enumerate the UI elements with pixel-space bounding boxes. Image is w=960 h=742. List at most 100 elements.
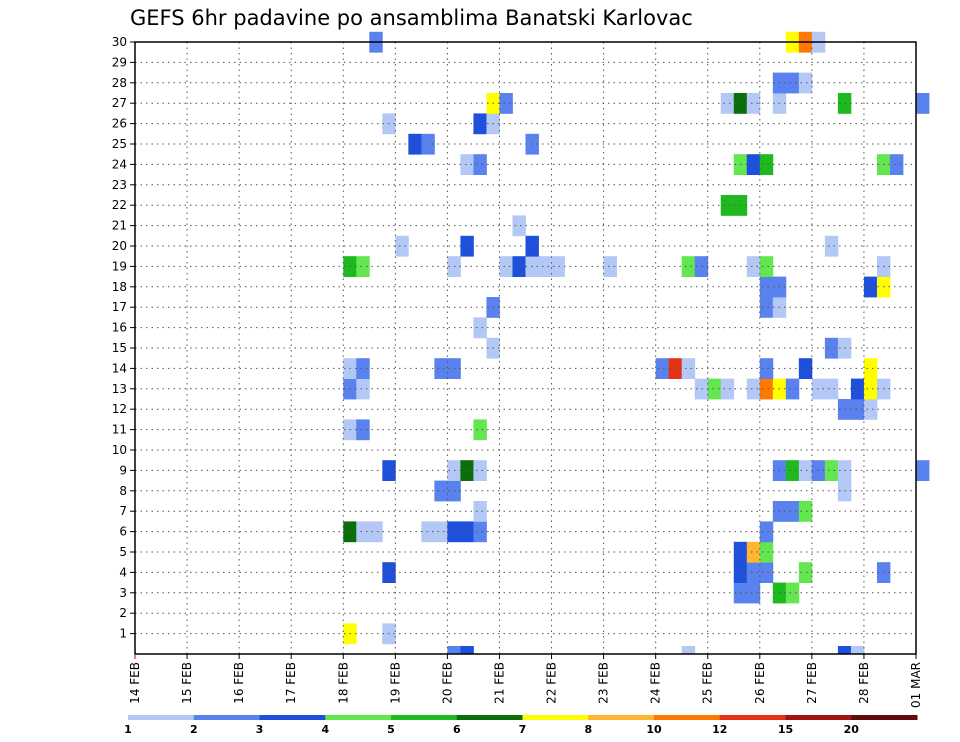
heatmap-cell xyxy=(694,256,709,277)
heatmap-cell xyxy=(916,460,930,481)
legend-swatch xyxy=(588,715,655,720)
y-tick-label: 28 xyxy=(112,76,127,90)
y-tick-label: 20 xyxy=(112,239,127,253)
heatmap-cell xyxy=(421,133,435,155)
heatmap-cell xyxy=(798,72,813,94)
heatmap-cell xyxy=(460,460,474,481)
y-tick-label: 10 xyxy=(112,443,127,457)
heatmap-cell xyxy=(473,460,487,481)
heatmap-cell xyxy=(512,215,526,237)
x-tick-label: 20 FEB xyxy=(440,662,454,704)
legend-swatch xyxy=(851,715,918,720)
legend-swatch xyxy=(193,715,260,720)
x-tick-label: 22 FEB xyxy=(545,662,559,704)
heatmap-cell xyxy=(499,93,513,114)
x-axis: 14 FEB 15 FEB 16 FEB 17 FEB 18 FEB 19 FEB 20 F… xyxy=(128,654,923,708)
legend-swatch xyxy=(325,715,392,720)
heatmap-cell xyxy=(889,154,904,175)
heatmap-cell xyxy=(746,541,761,563)
heatmap-cell xyxy=(460,235,474,257)
heatmap-cell xyxy=(759,276,774,298)
y-tick-label: 2 xyxy=(119,606,127,620)
heatmap-cell xyxy=(681,646,696,655)
x-tick-label: 14 FEB xyxy=(128,662,142,704)
x-tick-label: 23 FEB xyxy=(597,662,611,704)
x-tick-label: 28 FEB xyxy=(857,662,871,704)
heatmap-cell xyxy=(473,113,487,135)
y-tick-label: 19 xyxy=(112,259,127,273)
heatmap-cell xyxy=(421,521,435,543)
heatmap-cell xyxy=(499,256,513,277)
heatmap-cell xyxy=(746,562,761,583)
heatmap-cell xyxy=(473,317,487,339)
heatmap-cell xyxy=(746,378,761,400)
legend-label: 15 xyxy=(778,723,793,736)
heatmap-cells xyxy=(343,31,930,655)
heatmap-cell xyxy=(356,419,370,441)
heatmap-cell xyxy=(746,256,761,277)
heatmap-cell xyxy=(824,460,839,481)
legend-swatch xyxy=(785,715,852,720)
x-tick-label: 24 FEB xyxy=(649,662,663,704)
heatmap-cell xyxy=(798,562,813,583)
y-tick-label: 12 xyxy=(112,402,127,416)
legend-label: 1 xyxy=(124,723,132,736)
heatmap-cell xyxy=(434,358,448,379)
heatmap-cell xyxy=(850,378,865,400)
heatmap-cell xyxy=(798,501,813,522)
y-tick-label: 13 xyxy=(112,382,127,396)
y-tick-label: 24 xyxy=(112,157,127,171)
legend-label: 5 xyxy=(387,723,395,736)
y-tick-label: 18 xyxy=(112,280,127,294)
heatmap-cell xyxy=(447,646,461,655)
y-tick-label: 4 xyxy=(119,565,127,579)
heatmap-cell xyxy=(538,256,552,277)
y-tick-label: 21 xyxy=(112,219,127,233)
heatmap-cell xyxy=(824,235,839,257)
heatmap-cell xyxy=(850,646,865,655)
heatmap-cell xyxy=(473,501,487,522)
y-tick-label: 17 xyxy=(112,300,127,314)
heatmap-cell xyxy=(408,133,422,155)
heatmap-cell xyxy=(369,521,383,543)
y-tick-label: 7 xyxy=(119,504,127,518)
heatmap-cell xyxy=(681,256,696,277)
heatmap-cell xyxy=(512,256,526,277)
heatmap-cell xyxy=(473,521,487,543)
y-tick-label: 6 xyxy=(119,525,127,539)
heatmap-cell xyxy=(434,521,448,543)
color-legend: 1 2 3 4 5 6 7 8 10 12 15 20 xyxy=(124,715,918,736)
y-tick-label: 26 xyxy=(112,117,127,131)
y-tick-label: 1 xyxy=(119,627,127,641)
heatmap-cell xyxy=(759,297,774,318)
heatmap-cell xyxy=(811,460,826,481)
legend-label: 2 xyxy=(190,723,198,736)
legend-label: 20 xyxy=(844,723,860,736)
heatmap-cell xyxy=(863,378,878,400)
heatmap-cell xyxy=(785,501,800,522)
heatmap-cell xyxy=(759,358,774,379)
heatmap-cell xyxy=(707,378,722,400)
heatmap-cell xyxy=(798,358,813,379)
heatmap-cell xyxy=(746,582,761,604)
heatmap-cell xyxy=(356,358,370,379)
heatmap-cell xyxy=(863,358,878,379)
grid-lines xyxy=(135,41,916,654)
y-tick-label: 8 xyxy=(119,484,127,498)
heatmap-cell xyxy=(863,276,878,298)
y-tick-label: 25 xyxy=(112,137,127,151)
heatmap-cell xyxy=(460,154,474,175)
y-axis: 1234567891011121314151617181920212223242… xyxy=(112,35,135,641)
heatmap-cell xyxy=(603,256,618,277)
legend-label: 3 xyxy=(256,723,264,736)
heatmap-cell xyxy=(863,399,878,420)
legend-swatch xyxy=(391,715,458,720)
heatmap-cell xyxy=(785,378,800,400)
legend-label: 8 xyxy=(584,723,592,736)
heatmap-cell xyxy=(694,378,709,400)
x-tick-label: 17 FEB xyxy=(284,662,298,704)
heatmap-cell xyxy=(798,460,813,481)
x-tick-label: 21 FEB xyxy=(493,662,507,704)
heatmap-cell xyxy=(837,646,852,655)
